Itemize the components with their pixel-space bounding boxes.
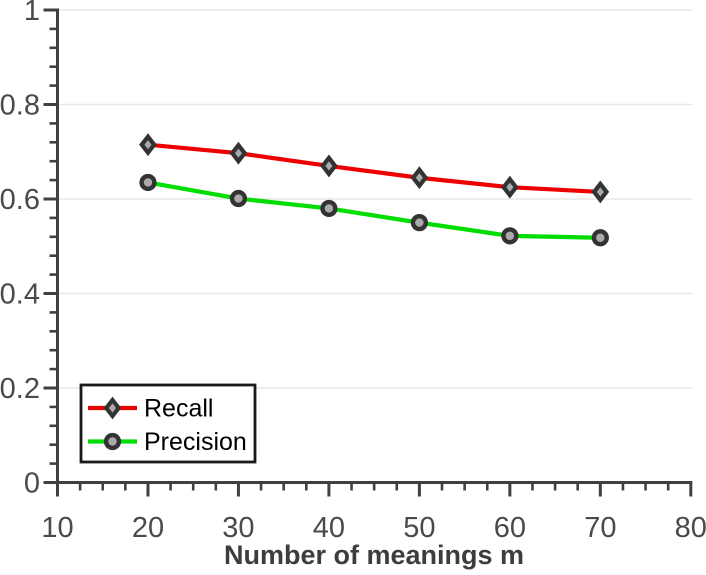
x-tick-label-50: 50 [403,512,435,544]
legend-marker-diamond [103,396,122,420]
legend: Recall Precision [79,383,257,464]
legend-label-recall: Recall [144,395,213,423]
precision-marker-circle [320,199,338,218]
y-tick-label-0: 0 [24,468,40,500]
recall-marker-diamond [139,133,157,157]
recall-line [145,142,603,195]
recall-marker-diamond [410,166,429,190]
grid-layer [56,9,693,389]
recall-marker-diamond [501,175,519,199]
x-tick-label-30: 30 [222,512,254,544]
x-tick-label-10: 10 [41,512,73,544]
y-tick-label-0.8: 0.8 [0,90,40,122]
y-tick-label-0.6: 0.6 [0,184,40,216]
x-tick-label-40: 40 [313,512,345,544]
x-axis-label: Number of meanings m [224,540,524,570]
precision-marker-circle [501,227,519,245]
precision-marker-circle [139,173,157,192]
axis-layer [43,8,693,497]
precision-marker-circle [591,229,609,247]
x-tick-label-70: 70 [584,512,616,544]
precision-marker-circle [229,189,248,208]
recall-marker-diamond [591,180,610,204]
legend-label-precision: Precision [144,428,247,456]
legend-marker-circle [103,432,122,451]
series-layer [139,133,610,247]
x-tick-label-20: 20 [132,512,164,544]
y-tick-label-0.2: 0.2 [0,373,40,405]
recall-marker-diamond [229,141,248,165]
precision-line [145,180,603,240]
recall-marker-diamond [320,154,338,178]
tick-label-layer: 0 0.2 0.4 0.6 0.8 1 10 20 30 40 50 60 70 80 [0,0,706,544]
x-tick-label-80: 80 [675,512,706,544]
y-tick-label-1: 1 [24,0,40,27]
precision-marker-circle [410,214,428,232]
y-tick-label-0.4: 0.4 [0,279,40,311]
x-tick-label-60: 60 [494,512,526,544]
